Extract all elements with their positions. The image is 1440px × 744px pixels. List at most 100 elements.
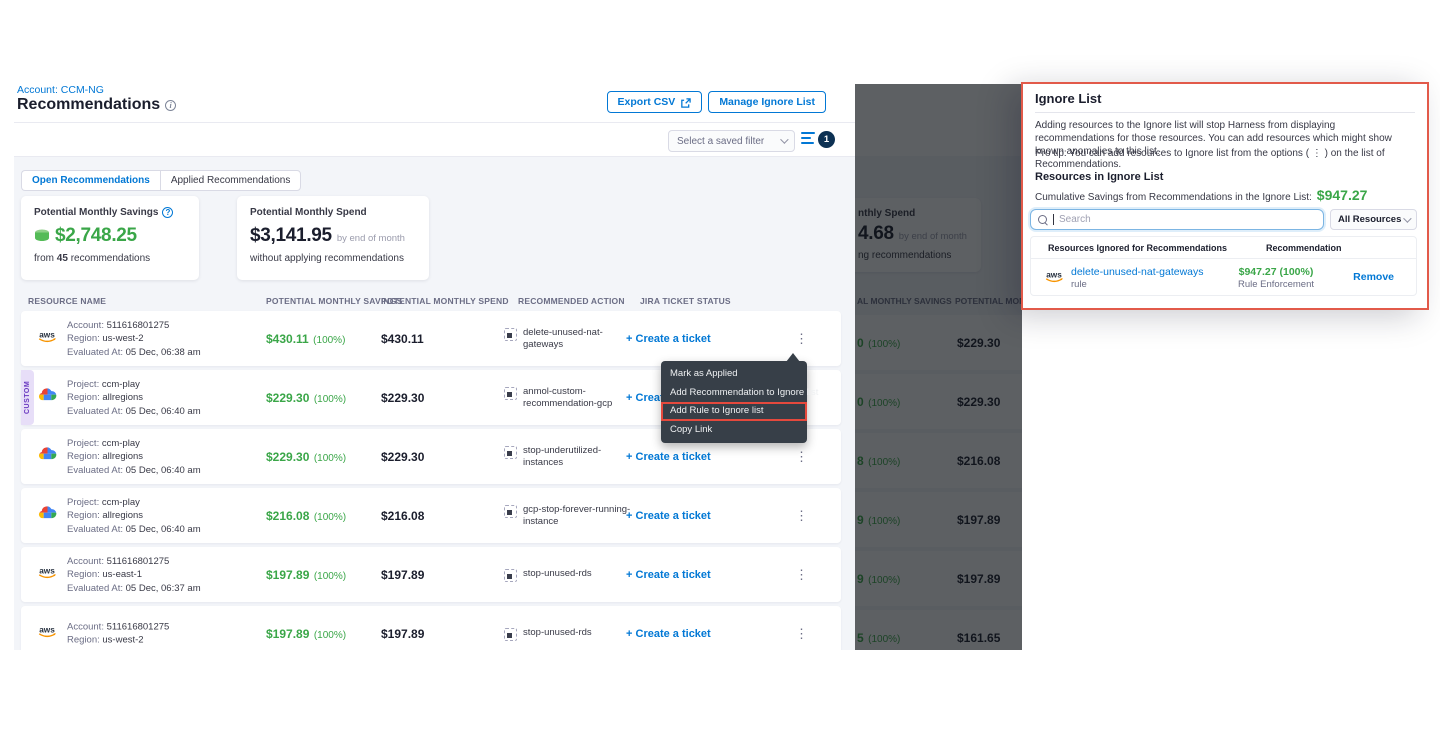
resource-filter-value: All Resources: [1338, 214, 1402, 225]
row-spend: $229.30: [381, 449, 425, 464]
ignore-list-divider: [1035, 112, 1415, 113]
recommended-action: stop-unused-rds: [504, 568, 634, 582]
ignore-list-description: Adding resources to the Ignore list will…: [1035, 120, 1392, 157]
export-csv-label: Export CSV: [617, 96, 676, 108]
row-options-menu-button[interactable]: ⋮: [795, 507, 808, 523]
kebab-menu-icon: ⋮: [1311, 148, 1322, 159]
export-csv-button[interactable]: Export CSV: [606, 91, 703, 113]
row-savings: $216.08 (100%): [266, 508, 347, 523]
savings-card-subtext: from 45 recommendations: [34, 253, 151, 264]
help-icon[interactable]: ?: [162, 207, 174, 218]
chevron-down-icon: [1403, 213, 1412, 223]
recommended-action: gcp-stop-forever-running-instance: [504, 504, 634, 528]
row-options-menu-button[interactable]: ⋮: [795, 448, 808, 464]
create-ticket-link[interactable]: + Create a ticket: [626, 450, 711, 463]
row-spend: $216.08: [381, 508, 425, 523]
jira-issue-icon: [504, 327, 517, 341]
row-options-menu-button[interactable]: ⋮: [795, 566, 808, 582]
create-ticket-link[interactable]: + Create a ticket: [626, 332, 711, 345]
gcp-icon: [35, 387, 59, 409]
col-potential-monthly-savings: POTENTIAL MONTHLY SAVINGS: [266, 296, 403, 306]
row-spend: $229.30: [381, 390, 425, 405]
row-spend: $197.89: [381, 626, 425, 641]
recommended-action: anmol-custom-recommendation-gcp: [504, 386, 634, 410]
aws-icon: aws: [1043, 269, 1065, 289]
jira-issue-icon: [504, 568, 517, 582]
row-savings: $229.30 (100%): [266, 449, 347, 464]
resource-type-filter-select[interactable]: All Resources: [1330, 209, 1417, 230]
ignored-rule-link[interactable]: delete-unused-nat-gateways: [1071, 266, 1204, 278]
savings-amount: $2,748.25: [55, 225, 137, 246]
ignore-list-search-input[interactable]: Search: [1030, 209, 1324, 230]
cumulative-savings-line: Cumulative Savings from Recommendations …: [1035, 187, 1368, 203]
recommended-action-name: delete-unused-nat-gateways: [523, 326, 603, 350]
header-divider: [14, 122, 855, 123]
create-ticket-link[interactable]: + Create a ticket: [626, 509, 711, 522]
resource-meta: Account: 511616801275 Region: us-east-1 Ev…: [67, 555, 201, 594]
menu-item-add-recommendation-to-ignore-list[interactable]: Add Recommendation to Ignore list: [670, 386, 819, 398]
create-ticket-link[interactable]: + Create a ticket: [626, 568, 711, 581]
spend-amount: $3,141.95: [250, 225, 332, 246]
modal-dim-overlay: [855, 84, 1022, 650]
manage-ignore-list-button[interactable]: Manage Ignore List: [708, 91, 826, 113]
manage-ignore-list-label: Manage Ignore List: [719, 96, 815, 108]
tab-applied-recommendations[interactable]: Applied Recommendations: [159, 170, 302, 191]
row-options-menu-button[interactable]: ⋮: [795, 625, 808, 641]
resource-meta: Account: 511616801275 Region: us-west-2 Ev…: [67, 319, 201, 358]
col-recommendation: Recommendation: [1266, 243, 1342, 253]
row-savings: $430.11 (100%): [266, 331, 346, 346]
info-icon[interactable]: i: [165, 99, 177, 111]
gcp-icon: [35, 446, 59, 468]
row-spend: $197.89: [381, 567, 425, 582]
page-title: Recommendations i: [17, 96, 177, 114]
ignored-rule-savings: $947.27 (100%): [1238, 266, 1314, 278]
ignore-list-title: Ignore List: [1035, 91, 1102, 106]
recommended-action-name: stop-unused-rds: [523, 626, 592, 638]
recommendation-row: aws Account: 511616801275 Region: us-west…: [21, 311, 841, 366]
resources-in-ignore-list-heading: Resources in Ignore List: [1035, 171, 1164, 183]
money-stack-icon: [35, 229, 49, 241]
text-cursor: [1053, 214, 1054, 225]
recommendations-screenshot: Account: CCM-NG Recommendations i Export…: [14, 84, 855, 650]
row-options-menu-button[interactable]: ⋮: [795, 330, 808, 346]
recommended-action-name: stop-underutilized-instances: [523, 444, 602, 468]
aws-icon: aws: [35, 329, 59, 349]
custom-recommendation-tag: CUSTOM: [21, 370, 34, 425]
tab-open-recommendations[interactable]: Open Recommendations: [21, 170, 160, 191]
recommendation-row: aws Account: 511616801275 Region: us-west…: [21, 606, 841, 650]
create-ticket-link[interactable]: + Create a ticket: [626, 627, 711, 640]
page-title-text: Recommendations: [17, 96, 161, 113]
menu-item-add-rule-to-ignore-list[interactable]: Add Rule to Ignore list: [661, 402, 807, 421]
resource-meta: Project: ccm-play Region: allregions Evalu…: [67, 496, 201, 535]
col-resources-ignored: Resources Ignored for Recommendations: [1048, 243, 1228, 253]
remove-from-ignore-list-button[interactable]: Remove: [1353, 271, 1394, 283]
aws-icon: aws: [35, 624, 59, 644]
svg-text:aws: aws: [39, 625, 55, 634]
chevron-down-icon: [780, 135, 789, 144]
recommended-action: delete-unused-nat-gateways: [504, 327, 634, 351]
ignore-list-panel: Ignore List Adding resources to the Igno…: [1021, 82, 1429, 310]
aws-icon: aws: [35, 565, 59, 585]
col-recommended-action: RECOMMENDED ACTION: [518, 296, 625, 306]
savings-card-title: Potential Monthly Savings: [34, 207, 159, 218]
jira-issue-icon: [504, 445, 517, 459]
menu-item-copy-link[interactable]: Copy Link: [670, 423, 713, 435]
menu-item-mark-as-applied[interactable]: Mark as Applied: [670, 368, 738, 379]
filter-count-badge: 1: [818, 131, 835, 148]
breadcrumb-account-link[interactable]: Account: CCM-NG: [17, 84, 104, 96]
row-savings: $197.89 (100%): [266, 567, 347, 582]
ignored-item-type: rule: [1071, 279, 1087, 290]
recommended-action-name: stop-unused-rds: [523, 567, 592, 579]
row-savings: $229.30 (100%): [266, 390, 347, 405]
ignored-rule-kind: Rule Enforcement: [1237, 279, 1315, 290]
cumulative-savings-amount: $947.27: [1316, 187, 1368, 203]
filter-sliders-icon: [801, 131, 817, 145]
gcp-icon: [35, 505, 59, 527]
col-potential-monthly-spend: POTENTIAL MONTHLY SPEND: [381, 296, 509, 306]
col-jira-ticket-status: JIRA TICKET STATUS: [640, 296, 731, 306]
recommended-action-name: gcp-stop-forever-running-instance: [523, 503, 631, 527]
spend-card-subtext: without applying recommendations: [250, 253, 404, 264]
recommended-action: stop-underutilized-instances: [504, 445, 634, 469]
saved-filter-select[interactable]: Select a saved filter: [668, 130, 795, 152]
filter-panel-button[interactable]: 1: [801, 131, 835, 153]
